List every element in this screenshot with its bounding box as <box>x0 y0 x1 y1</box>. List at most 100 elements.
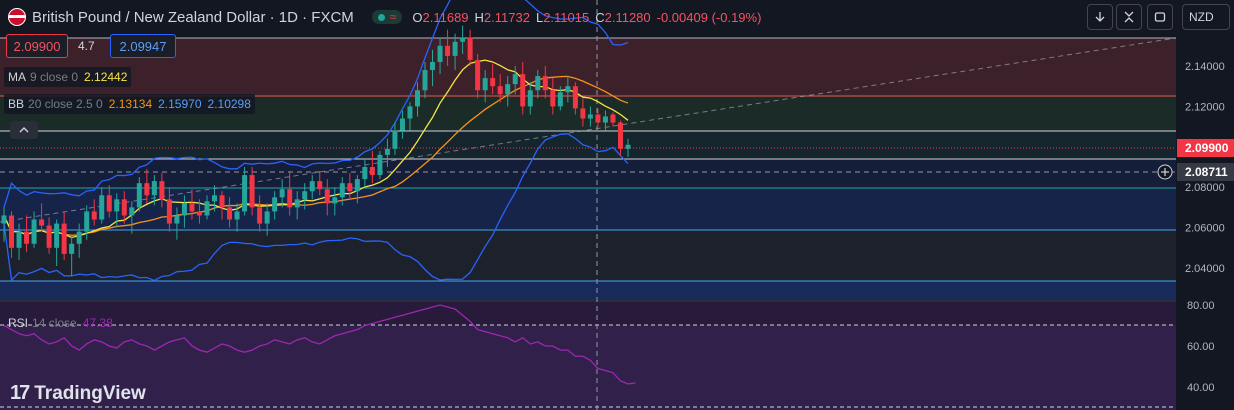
price-tick-label: 2.08000 <box>1185 182 1225 194</box>
candle-body <box>347 183 353 192</box>
candle-body <box>46 225 52 248</box>
candle-body <box>114 199 120 212</box>
candle-body <box>610 114 616 123</box>
candle-body <box>595 114 601 123</box>
symbol-title[interactable]: British Pound / New Zealand Dollar · 1D … <box>32 8 354 26</box>
candle-body <box>181 203 187 216</box>
crosshair-price-label-bg <box>1177 163 1234 181</box>
candle-body <box>189 203 195 212</box>
candle-body <box>497 86 503 95</box>
candle-body <box>369 167 375 176</box>
chevron-up-icon[interactable] <box>10 121 38 139</box>
candle-body <box>61 223 67 254</box>
rsi-legend[interactable]: RSI 14 close 47.38 <box>8 316 113 330</box>
chart-header: British Pound / New Zealand Dollar · 1D … <box>8 7 767 27</box>
candle-body <box>572 86 578 109</box>
candle-body <box>106 195 112 212</box>
rsi-line <box>3 304 636 385</box>
candle-body <box>550 90 556 107</box>
candle-body <box>227 207 233 220</box>
candle-body <box>430 61 436 71</box>
candle-body <box>144 183 150 196</box>
candle-body <box>542 76 548 91</box>
candle-body <box>324 189 330 204</box>
candle-body <box>287 189 293 208</box>
candle-body <box>234 211 240 220</box>
candle-body <box>354 179 360 192</box>
candle-body <box>151 181 157 196</box>
candle-body <box>242 175 248 212</box>
zone-band-teal <box>0 131 1176 159</box>
candle-body <box>512 74 518 85</box>
candle-body <box>399 118 405 131</box>
arrow-down-icon[interactable] <box>1087 4 1113 30</box>
price-tick-label: 2.12000 <box>1185 101 1225 113</box>
sell-button[interactable]: 2.09900 <box>6 34 68 58</box>
candle-body <box>580 108 586 119</box>
candle-body <box>31 219 37 244</box>
market-status[interactable]: ≈ <box>371 10 403 24</box>
candle-body <box>136 183 142 208</box>
buy-button[interactable]: 2.09947 <box>110 34 176 58</box>
ohlc-high: H2.11732 <box>474 9 530 25</box>
ohlc-change: -0.00409 (-0.19%) <box>656 9 762 25</box>
zone-band-grey <box>0 230 1176 281</box>
candle-body <box>362 167 368 180</box>
candle-body <box>54 223 60 248</box>
ma-legend[interactable]: MA 9 close 0 2.12442 <box>4 67 132 87</box>
price-tick-label: 2.06000 <box>1185 223 1225 235</box>
candle-body <box>99 195 105 220</box>
zone-band-blue-bottom <box>0 281 1176 300</box>
candle-body <box>392 130 398 149</box>
price-axis[interactable] <box>1176 0 1234 410</box>
candle-body <box>39 219 45 226</box>
tradingview-logo: 17 TradingView <box>10 382 146 404</box>
currency-selector[interactable]: NZD <box>1182 4 1230 30</box>
price-tick-label: 2.14000 <box>1185 61 1225 73</box>
candle-body <box>527 90 533 107</box>
rsi-tick-label: 40.00 <box>1187 382 1215 394</box>
candle-body <box>91 211 97 220</box>
zone-band-blue-light <box>0 159 1176 188</box>
candle-body <box>166 199 172 224</box>
price-tick-label: 2.04000 <box>1185 263 1225 275</box>
candles-group <box>1 25 631 277</box>
candle-body <box>302 191 308 200</box>
candle-body <box>294 199 300 208</box>
candle-body <box>460 37 466 42</box>
maximize-icon[interactable] <box>1147 4 1173 30</box>
candle-body <box>587 114 593 119</box>
candle-body <box>467 37 473 60</box>
tradingview-logo-icon: 17 <box>10 382 30 404</box>
candle-body <box>407 106 413 119</box>
candle-body <box>317 181 323 190</box>
candle-body <box>482 78 488 91</box>
candle-body <box>414 90 420 107</box>
candle-body <box>69 243 75 254</box>
candle-body <box>257 207 263 224</box>
candle-body <box>625 144 631 149</box>
candle-body <box>16 231 22 248</box>
candle-body <box>9 215 15 248</box>
candle-body <box>490 78 496 87</box>
flag-icon <box>8 8 26 26</box>
trend-line[interactable] <box>0 37 1177 223</box>
candle-body <box>475 59 481 91</box>
plus-circle-icon[interactable] <box>1157 164 1173 180</box>
candle-body <box>535 76 541 91</box>
candle-body <box>445 45 451 56</box>
rsi-axis-ticks: 80.00 60.00 40.00 <box>1187 300 1215 394</box>
crosshair-price-label: 2.08711 <box>1185 165 1228 179</box>
candle-body <box>520 74 526 107</box>
candle-body <box>332 197 338 204</box>
candle-body <box>84 211 90 232</box>
rsi-tick-label: 60.00 <box>1187 341 1215 353</box>
candle-body <box>272 197 278 212</box>
collapse-arrows-icon[interactable] <box>1116 4 1142 30</box>
candle-body <box>129 207 135 216</box>
resistance-zone-top <box>0 38 1176 96</box>
bb-legend[interactable]: BB 20 close 2.5 0 2.13134 2.15970 2.1029… <box>4 94 255 114</box>
candle-body <box>309 181 315 192</box>
candle-body <box>602 116 608 123</box>
